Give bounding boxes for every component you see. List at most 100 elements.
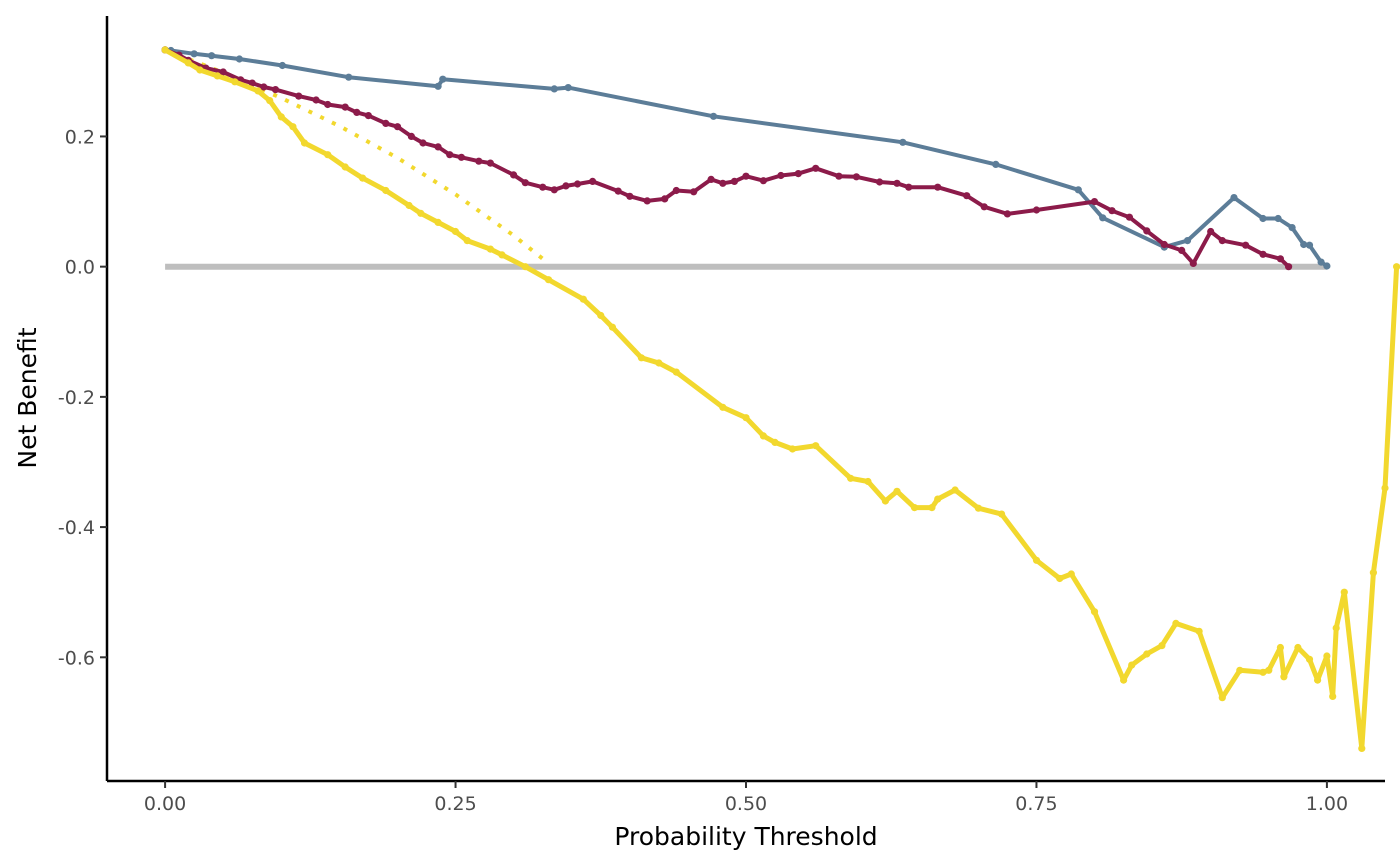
series-4-point — [1329, 692, 1337, 701]
series-4-point — [1332, 624, 1340, 632]
series-3-point — [626, 192, 634, 200]
series-4-point — [864, 477, 872, 486]
series-3-point — [1178, 246, 1186, 254]
series-3-point — [759, 177, 768, 185]
series-2-point — [709, 112, 718, 120]
series-3-point — [509, 171, 518, 179]
series-4-line — [163, 47, 1400, 751]
series-4-point — [277, 113, 285, 121]
series-4-point — [196, 66, 204, 74]
series-3-point — [589, 177, 597, 185]
series-4-point — [1393, 263, 1400, 271]
series-3-point — [1090, 198, 1099, 206]
x-tick-label: 0.50 — [725, 793, 767, 815]
series-4-point — [1158, 642, 1166, 650]
series-3-point — [672, 186, 680, 195]
series-4-point — [1276, 643, 1284, 652]
series-3-point — [1125, 213, 1133, 221]
x-tick-label: 0.00 — [144, 793, 186, 815]
series-4-point — [359, 174, 367, 182]
series-2-point — [1074, 186, 1082, 194]
series-4-point — [341, 163, 349, 171]
series-3-point — [794, 170, 802, 178]
series-4-point — [231, 78, 239, 86]
series-4-point — [451, 227, 460, 236]
series-2-point — [190, 50, 198, 58]
series-3-point — [219, 68, 227, 76]
series-4 — [161, 46, 1400, 753]
series-3-point — [1143, 227, 1151, 235]
series-3-point — [707, 175, 715, 183]
series-4-point — [910, 504, 919, 512]
series-3-point — [643, 197, 651, 205]
series-4-point — [300, 139, 309, 147]
y-tick-label: -0.2 — [58, 387, 95, 409]
series-3-point — [1160, 240, 1168, 249]
y-tick-label: -0.6 — [58, 647, 95, 669]
y-axis-title: Net Benefit — [13, 327, 42, 468]
series-2-point — [564, 84, 572, 92]
series-4-point — [759, 432, 768, 440]
series-3-point — [934, 183, 942, 191]
series-4-point — [771, 438, 779, 446]
series-4-point — [893, 487, 901, 495]
series-4-point — [544, 276, 553, 284]
series-4-point — [213, 72, 221, 80]
x-tick-label: 1.00 — [1306, 793, 1348, 815]
series-2-point — [1099, 214, 1107, 222]
series-4-point — [672, 368, 680, 376]
series-3-point — [407, 132, 415, 140]
series-3-point — [963, 192, 971, 200]
series-4-point — [1305, 655, 1314, 663]
series-4-point — [1236, 666, 1244, 674]
series-4-point — [184, 59, 192, 67]
y-tick-label: 0.0 — [65, 257, 95, 279]
series-2-point — [992, 160, 1000, 168]
series-3-point — [812, 164, 820, 172]
series-2-point — [345, 73, 353, 81]
series-4-point — [1172, 619, 1180, 628]
series-layer — [161, 46, 1400, 753]
y-axis-ticks: 0.2 0.0 -0.2 -0.4 -0.6 — [58, 126, 107, 669]
series-4-point — [1090, 608, 1099, 616]
series-3-point — [1276, 255, 1284, 263]
series-3-point — [1259, 250, 1267, 258]
series-3-point — [248, 79, 256, 87]
series-3-point — [295, 92, 303, 100]
series-3-point — [614, 187, 622, 195]
series-4-point — [1280, 673, 1288, 681]
series-3-point — [562, 182, 570, 190]
series-4-point — [434, 218, 442, 226]
series-3-point — [1032, 206, 1041, 214]
series-4-point — [719, 403, 727, 411]
series-3-point — [539, 183, 547, 191]
series-4-point — [1369, 569, 1377, 577]
series-2-point — [439, 75, 447, 83]
series-4-point — [1381, 484, 1389, 492]
series-4-point — [847, 474, 855, 482]
series-4-point — [579, 295, 587, 303]
series-3-point — [364, 112, 372, 120]
series-4-point — [382, 186, 390, 195]
series-4-point — [289, 123, 297, 131]
series-4-point — [266, 97, 274, 105]
series-4-point — [788, 445, 797, 453]
series-3-point — [835, 172, 843, 180]
series-2-point — [550, 85, 558, 93]
series-3-point — [521, 179, 529, 187]
series-4-point — [324, 151, 332, 159]
series-4-point — [608, 323, 617, 331]
series-3-point — [719, 179, 727, 187]
series-3-point — [312, 96, 320, 104]
series-3-point — [742, 172, 750, 180]
series-4-point — [1067, 570, 1075, 578]
series-4-point — [498, 251, 506, 259]
series-3-point — [730, 177, 739, 185]
series-3-point — [475, 157, 483, 165]
series-4-point — [1314, 676, 1322, 684]
x-axis-ticks: 0.00 0.25 0.50 0.75 1.00 — [144, 781, 1348, 815]
series-3-point — [260, 83, 268, 91]
series-2-point — [1300, 240, 1308, 249]
series-2-point — [208, 52, 216, 60]
